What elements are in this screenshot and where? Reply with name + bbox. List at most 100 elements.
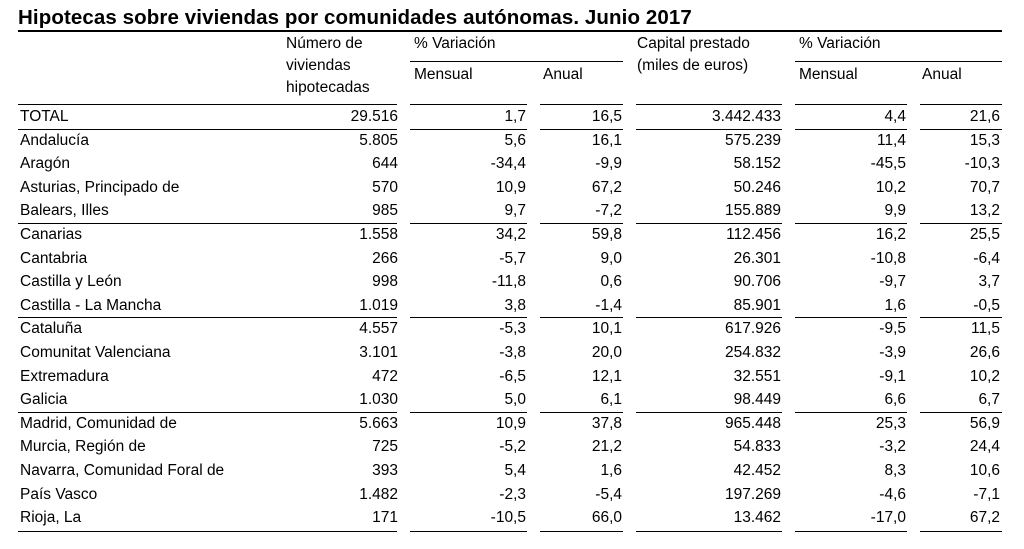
cell-cap-anual: 3,7 bbox=[978, 273, 1000, 291]
cell-cap-mensual: 6,6 bbox=[884, 391, 906, 409]
table-bottom-rule bbox=[636, 530, 782, 532]
cell-viviendas: 1.558 bbox=[359, 226, 398, 243]
cell-cap-mensual: -3,9 bbox=[879, 344, 906, 361]
cell-cap-anual: 56,9 bbox=[969, 414, 1000, 432]
row-label: Rioja, La bbox=[20, 509, 82, 527]
group-rule bbox=[636, 128, 782, 130]
cell-var-anual: 21,2 bbox=[591, 438, 622, 456]
row-label: Canarias bbox=[20, 226, 83, 243]
table-bottom-rule bbox=[795, 530, 907, 532]
cell-capital: 13.462 bbox=[733, 509, 781, 527]
cell-viviendas: 985 bbox=[372, 202, 398, 220]
cell-viviendas: 4.557 bbox=[359, 320, 398, 338]
cell-var-anual: 67,2 bbox=[591, 178, 622, 196]
cell-viviendas: 171 bbox=[372, 509, 398, 527]
cell-var-anual: -9,9 bbox=[595, 155, 622, 173]
cell-capital: 254.832 bbox=[724, 344, 781, 361]
cell-var-mensual: 34,2 bbox=[495, 226, 526, 243]
cell-viviendas: 3.101 bbox=[359, 344, 398, 361]
table-bottom-rule bbox=[920, 530, 1002, 532]
header-mensual-1: Mensual bbox=[414, 66, 473, 83]
cell-var-mensual: -3,8 bbox=[499, 344, 526, 361]
cell-var-mensual: -2,3 bbox=[499, 485, 526, 503]
cell-cap-mensual: 25,3 bbox=[875, 414, 906, 432]
cell-cap-mensual: -9,5 bbox=[879, 320, 906, 338]
group-rule bbox=[795, 411, 907, 413]
cell-capital: 98.449 bbox=[733, 391, 781, 409]
cell-var-anual: 10,1 bbox=[591, 320, 622, 338]
group-rule bbox=[410, 411, 527, 413]
cell-capital: 50.246 bbox=[733, 178, 781, 196]
cell-cap-mensual: 8,3 bbox=[884, 462, 906, 479]
header-bottom-rule bbox=[540, 104, 623, 106]
cell-var-anual: -5,4 bbox=[595, 485, 622, 503]
cell-var-mensual: -5,7 bbox=[499, 249, 526, 267]
cell-cap-anual: 25,5 bbox=[969, 226, 1000, 243]
cell-viviendas: 5.805 bbox=[359, 131, 398, 149]
cell-viviendas: 29.516 bbox=[350, 108, 398, 125]
cell-var-anual: 9,0 bbox=[600, 249, 622, 267]
cell-var-mensual: 5,6 bbox=[504, 131, 526, 149]
group-rule bbox=[18, 128, 397, 130]
cell-viviendas: 644 bbox=[372, 155, 398, 173]
header-bottom-rule bbox=[636, 104, 782, 106]
row-label: Andalucía bbox=[20, 131, 89, 149]
cell-capital: 54.833 bbox=[733, 438, 781, 456]
header-capital-2: (miles de euros) bbox=[637, 57, 749, 74]
cell-var-anual: 1,6 bbox=[600, 462, 622, 479]
cell-cap-mensual: -17,0 bbox=[870, 509, 906, 527]
cell-capital: 58.152 bbox=[733, 155, 781, 173]
subheader-rule-2 bbox=[795, 61, 1002, 62]
cell-cap-mensual: -45,5 bbox=[870, 155, 906, 173]
cell-capital: 617.926 bbox=[724, 320, 781, 338]
group-rule bbox=[636, 317, 782, 319]
cell-viviendas: 725 bbox=[372, 438, 398, 456]
cell-viviendas: 998 bbox=[372, 273, 398, 291]
cell-var-anual: 16,5 bbox=[591, 108, 622, 125]
header-viviendas-2: viviendas bbox=[286, 57, 351, 74]
cell-cap-anual: 26,6 bbox=[969, 344, 1000, 361]
row-label: Castilla y León bbox=[20, 273, 122, 291]
group-rule bbox=[795, 223, 907, 224]
cell-capital: 112.456 bbox=[726, 226, 781, 243]
cell-viviendas: 5.663 bbox=[359, 414, 398, 432]
group-rule bbox=[540, 128, 623, 130]
row-label: Cataluña bbox=[20, 320, 83, 338]
cell-var-mensual: -10,5 bbox=[490, 509, 526, 527]
cell-var-anual: 0,6 bbox=[600, 273, 622, 291]
group-rule bbox=[410, 223, 527, 224]
cell-var-mensual: -5,2 bbox=[499, 438, 526, 456]
header-mensual-2: Mensual bbox=[799, 66, 858, 83]
cell-cap-anual: -7,1 bbox=[973, 485, 1000, 503]
row-label: Castilla - La Mancha bbox=[20, 296, 162, 314]
cell-cap-mensual: -10,8 bbox=[870, 249, 906, 267]
cell-viviendas: 266 bbox=[372, 249, 398, 267]
header-variacion-viviendas: % Variación bbox=[414, 35, 496, 52]
header-bottom-rule bbox=[920, 104, 1002, 106]
cell-var-anual: -7,2 bbox=[595, 202, 622, 220]
subheader-rule-1 bbox=[410, 61, 623, 62]
header-bottom-rule bbox=[410, 104, 527, 106]
cell-cap-mensual: -9,7 bbox=[879, 273, 906, 291]
cell-cap-mensual: 1,6 bbox=[884, 296, 906, 314]
cell-var-anual: 37,8 bbox=[591, 414, 622, 432]
cell-cap-anual: 11,5 bbox=[970, 320, 1000, 338]
cell-cap-anual: 10,2 bbox=[969, 367, 1000, 385]
header-capital-1: Capital prestado bbox=[637, 35, 750, 52]
header-anual-2: Anual bbox=[922, 66, 962, 83]
cell-var-anual: 6,1 bbox=[600, 391, 622, 409]
cell-var-mensual: -6,5 bbox=[499, 367, 526, 385]
cell-capital: 965.448 bbox=[724, 414, 781, 432]
cell-cap-anual: 70,7 bbox=[969, 178, 1000, 196]
row-label: Murcia, Región de bbox=[20, 438, 146, 456]
cell-cap-anual: 67,2 bbox=[969, 509, 1000, 527]
header-variacion-capital: % Variación bbox=[799, 35, 881, 52]
cell-viviendas: 570 bbox=[372, 178, 398, 196]
cell-var-mensual: 5,0 bbox=[504, 391, 526, 409]
group-rule bbox=[18, 223, 397, 224]
cell-cap-mensual: -9,1 bbox=[879, 367, 906, 385]
cell-cap-mensual: 4,4 bbox=[884, 108, 906, 125]
cell-viviendas: 472 bbox=[372, 367, 398, 385]
group-rule bbox=[410, 317, 527, 319]
group-rule bbox=[920, 223, 1002, 224]
